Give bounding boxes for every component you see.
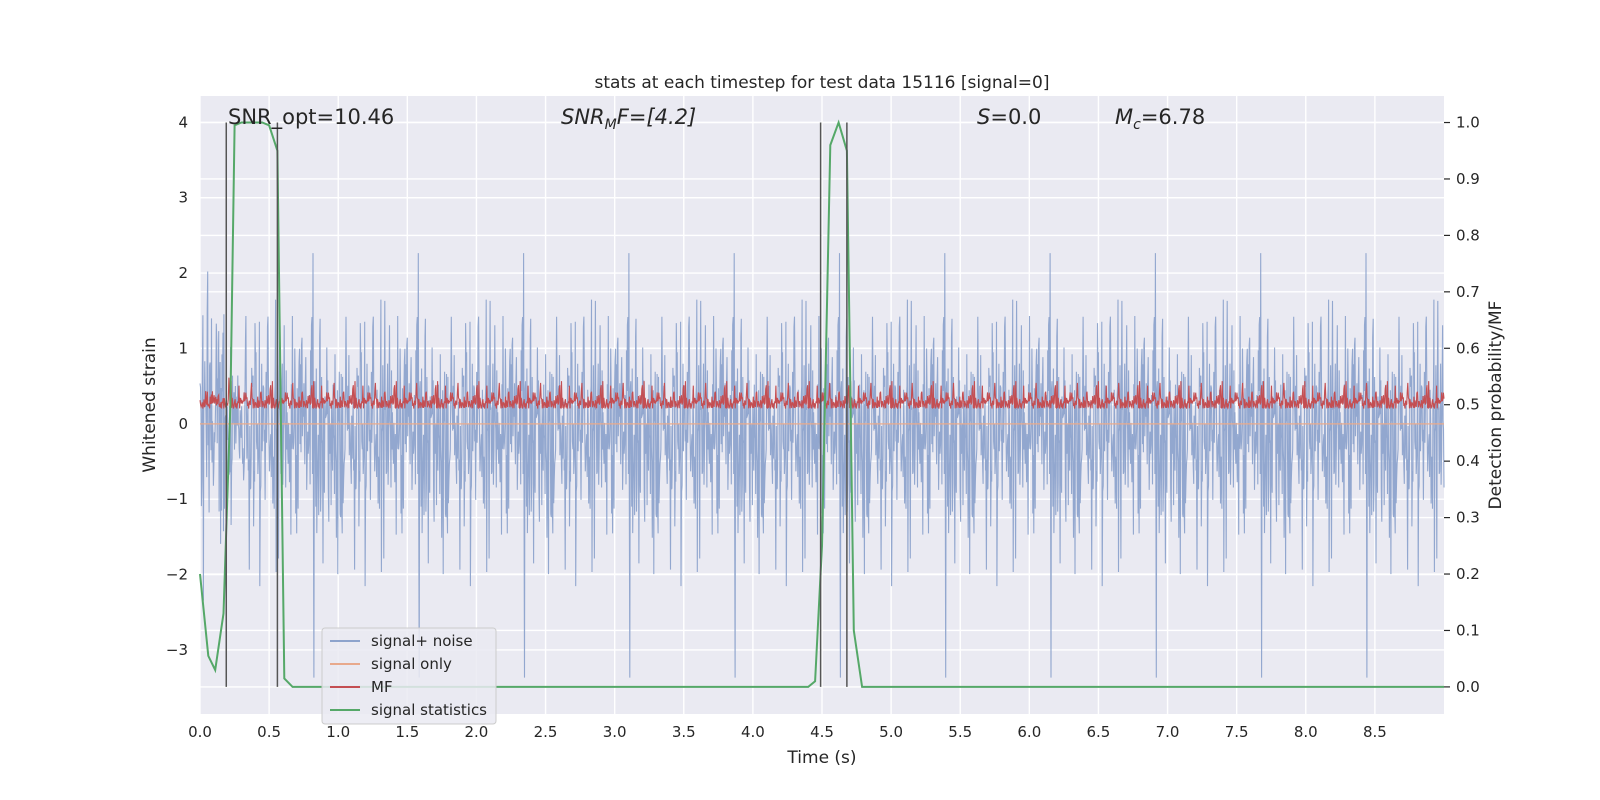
annotation-s: S=0.0 bbox=[977, 105, 1041, 129]
y-right-tick-label: 0.2 bbox=[1456, 565, 1480, 583]
x-tick-label: 7.5 bbox=[1225, 723, 1249, 741]
annotation-mc: Mc=6.78 bbox=[1115, 105, 1205, 133]
annotation-snr-mf-rest-text: F=[4.2] bbox=[617, 105, 696, 129]
y-right-tick-label: 0.1 bbox=[1456, 621, 1480, 639]
x-tick-label: 0.5 bbox=[257, 723, 281, 741]
legend-box bbox=[321, 627, 497, 725]
x-tick-label: 8.0 bbox=[1294, 723, 1318, 741]
y-axis-right-label: Detection probability/MF bbox=[1486, 301, 1506, 510]
y-left-tick-label: 0 bbox=[178, 415, 188, 433]
y-right-tick-label: 0.6 bbox=[1456, 339, 1480, 357]
x-tick-label: 4.0 bbox=[741, 723, 765, 741]
y-axis-right-ticks: 0.0 0.1 0.2 0.3 0.4 0.5 0.6 0.7 0.8 0.9 1.0 bbox=[1444, 114, 1480, 696]
x-tick-label: 1.5 bbox=[395, 723, 419, 741]
x-tick-label: 5.0 bbox=[879, 723, 903, 741]
x-tick-label: 8.5 bbox=[1363, 723, 1387, 741]
x-tick-label: 6.5 bbox=[1087, 723, 1111, 741]
legend: signal+ noise signal only MF signal statist… bbox=[321, 627, 497, 725]
y-left-tick-label: −1 bbox=[166, 490, 188, 508]
y-left-tick-label: 1 bbox=[178, 339, 188, 357]
x-tick-label: 5.5 bbox=[948, 723, 972, 741]
annotation-s-base: S bbox=[977, 105, 990, 129]
y-right-tick-label: 0.7 bbox=[1456, 283, 1480, 301]
annotation-snr-mf: SNRMF=[4.2] bbox=[561, 105, 696, 133]
y-right-tick-label: 0.8 bbox=[1456, 226, 1480, 244]
x-axis-label: Time (s) bbox=[786, 748, 856, 768]
x-tick-label: 7.0 bbox=[1156, 723, 1180, 741]
y-right-tick-label: 0.5 bbox=[1456, 396, 1480, 414]
annotation-mc-sub: c bbox=[1133, 117, 1141, 133]
annotation-snr-mf-rest: F=[4.2] bbox=[617, 105, 696, 129]
chart-title: stats at each timestep for test data 151… bbox=[595, 73, 1050, 93]
legend-label: signal+ noise bbox=[371, 632, 473, 650]
annotation-mc-rest: =6.78 bbox=[1141, 105, 1205, 129]
x-tick-label: 6.0 bbox=[1017, 723, 1041, 741]
vline-layer bbox=[225, 122, 848, 687]
x-tick-label: 2.0 bbox=[465, 723, 489, 741]
x-tick-label: 3.0 bbox=[603, 723, 627, 741]
x-tick-label: 4.5 bbox=[810, 723, 834, 741]
x-tick-label: 2.5 bbox=[534, 723, 558, 741]
y-right-tick-label: 0.9 bbox=[1456, 170, 1480, 188]
x-tick-label: 0.0 bbox=[188, 723, 212, 741]
y-right-tick-label: 0.0 bbox=[1456, 678, 1480, 696]
y-left-tick-label: 3 bbox=[178, 189, 188, 207]
annotation-snr-opt: SNR_opt=10.46 bbox=[228, 105, 394, 130]
y-left-tick-label: −2 bbox=[166, 566, 188, 584]
y-axis-left-label: Whitened strain bbox=[140, 337, 160, 472]
y-right-tick-label: 0.3 bbox=[1456, 509, 1480, 527]
y-right-tick-label: 0.4 bbox=[1456, 452, 1480, 470]
x-tick-label: 1.0 bbox=[326, 723, 350, 741]
legend-entries: signal+ noise signal only MF signal statist… bbox=[330, 632, 487, 719]
y-left-tick-label: −3 bbox=[166, 641, 188, 659]
legend-label: MF bbox=[371, 678, 393, 696]
x-axis-ticks: 0.0 0.5 1.0 1.5 2.0 2.5 3.0 3.5 4.0 4.5 5.0 5.5 6.0 6… bbox=[188, 723, 1387, 741]
y-right-tick-label: 1.0 bbox=[1456, 114, 1480, 132]
annotation-snr-mf-base: SNR bbox=[561, 105, 605, 129]
annotation-mc-base: M bbox=[1115, 105, 1133, 129]
legend-label: signal statistics bbox=[371, 701, 487, 719]
series-signal-noise-line bbox=[199, 253, 1445, 678]
y-left-tick-label: 4 bbox=[178, 113, 188, 131]
legend-label: signal only bbox=[371, 655, 452, 673]
y-left-tick-label: 2 bbox=[178, 264, 188, 282]
series-mf-line bbox=[199, 377, 1445, 410]
annotation-snr-mf-sub: M bbox=[605, 117, 617, 133]
annotation-s-rest: =0.0 bbox=[990, 105, 1041, 129]
y-axis-left-ticks: −3 −2 −1 0 1 2 3 4 bbox=[166, 113, 188, 659]
x-tick-label: 3.5 bbox=[672, 723, 696, 741]
